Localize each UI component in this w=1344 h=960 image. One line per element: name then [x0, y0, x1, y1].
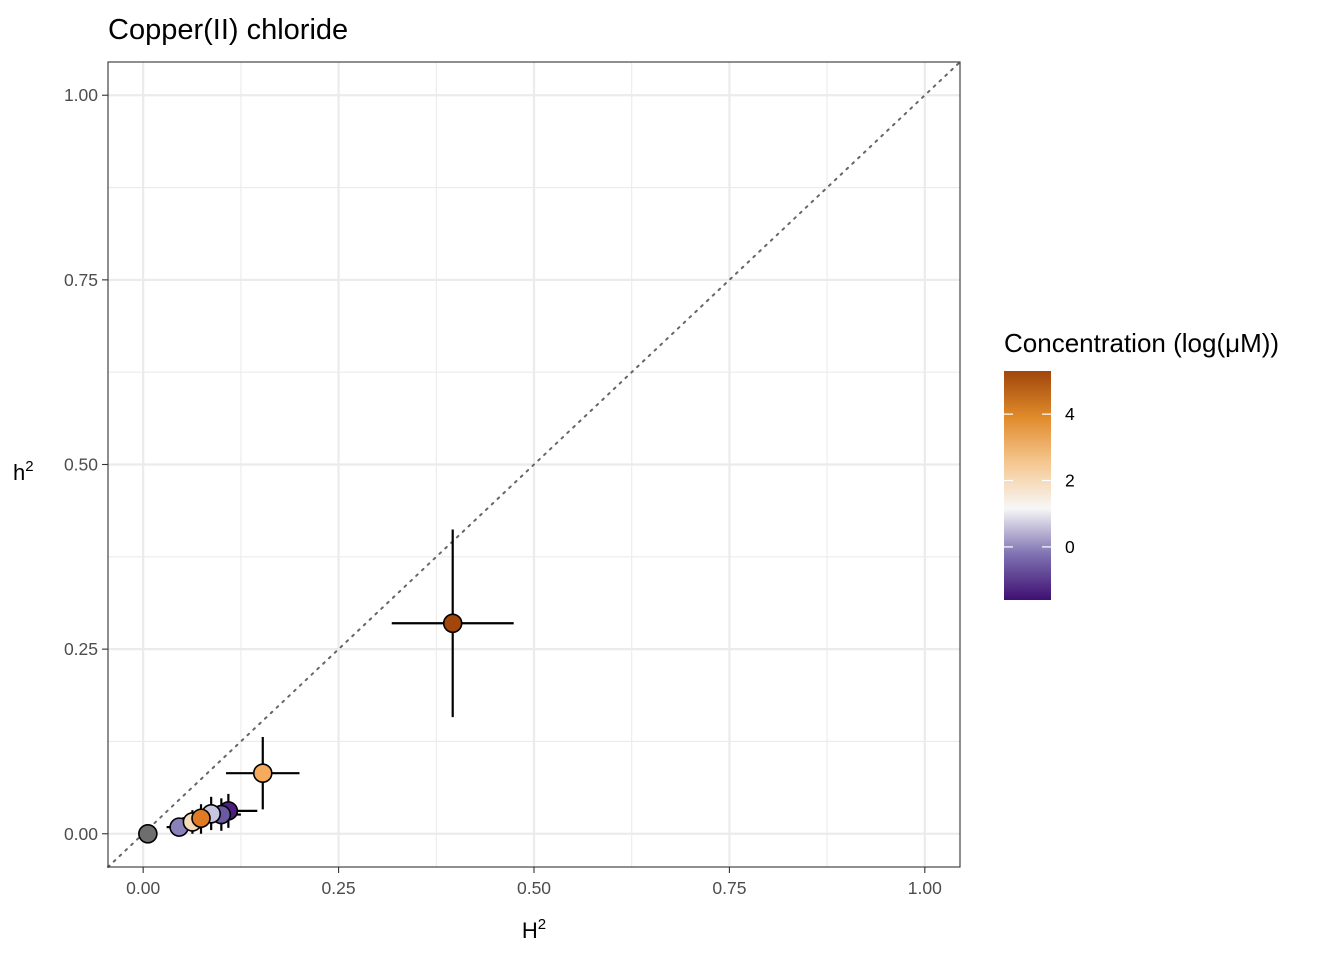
x-tick-label: 0.50: [517, 878, 551, 898]
x-tick-label: 0.00: [126, 878, 160, 898]
y-axis-title-superscript: 2: [25, 458, 33, 475]
y-tick-label: 0.50: [64, 455, 98, 475]
y-tick-label: 1.00: [64, 85, 98, 105]
color-legend: Concentration (log(μM)) 0 2 4: [1004, 328, 1279, 600]
data-point: [442, 613, 463, 634]
chart-title: Copper(II) chloride: [108, 14, 348, 46]
x-axis-title: H2: [522, 916, 546, 943]
y-tick-label: 0.00: [64, 824, 98, 844]
x-axis: 0.00 0.25 0.50 0.75 1.00: [126, 867, 942, 898]
grid-lines: [108, 62, 960, 867]
data-point: [138, 823, 158, 844]
x-tick-label: 1.00: [908, 878, 942, 898]
y-tick-label: 0.75: [64, 270, 98, 290]
data-points: [138, 613, 463, 844]
y-axis-title-base: h: [13, 460, 25, 485]
legend-tick-label: 2: [1065, 471, 1075, 491]
x-axis-title-superscript: 2: [538, 916, 546, 933]
legend-tick-label: 0: [1065, 537, 1075, 557]
x-tick-label: 0.75: [712, 878, 746, 898]
y-tick-label: 0.25: [64, 639, 98, 659]
y-axis-title: h2: [13, 458, 34, 485]
legend-tick-label: 4: [1065, 404, 1075, 424]
identity-reference-line: [107, 61, 961, 868]
legend-ticks: 0 2 4: [1004, 404, 1075, 557]
x-tick-label: 0.25: [322, 878, 356, 898]
legend-title: Concentration (log(μM)): [1004, 328, 1279, 358]
legend-colorbar: [1004, 371, 1051, 600]
y-axis: 0.00 0.25 0.50 0.75 1.00: [64, 85, 108, 844]
data-point: [191, 808, 211, 829]
data-point: [252, 763, 273, 784]
error-bars: [166, 529, 514, 834]
x-axis-title-base: H: [522, 918, 538, 943]
